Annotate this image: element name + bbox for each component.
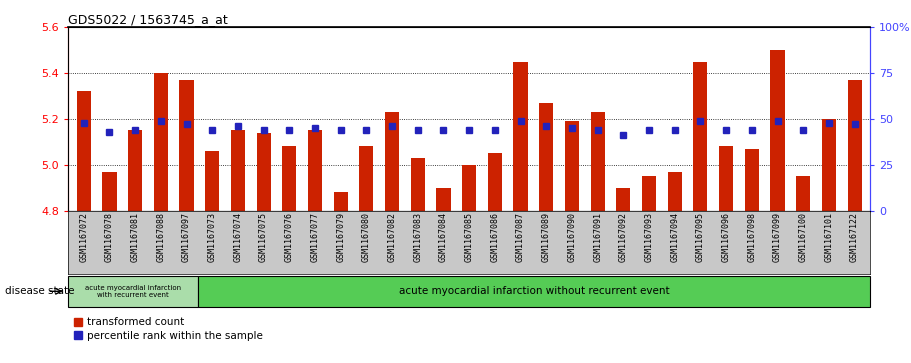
Text: GSM1167082: GSM1167082 [387,212,396,262]
Bar [590,112,605,211]
Text: GSM1167080: GSM1167080 [362,212,371,262]
Bar [847,80,862,211]
Text: GSM1167084: GSM1167084 [439,212,448,262]
Text: GSM1167096: GSM1167096 [722,212,731,262]
Text: GSM1167092: GSM1167092 [619,212,628,262]
Bar [411,158,425,211]
Legend: transformed count, percentile rank within the sample: transformed count, percentile rank withi… [74,317,263,340]
Text: GSM1167100: GSM1167100 [799,212,808,262]
Bar [154,73,168,211]
Bar [333,192,348,211]
Bar [719,146,733,211]
Bar [257,132,271,211]
Bar [198,276,870,307]
Bar [771,50,784,211]
Text: GSM1167101: GSM1167101 [824,212,834,262]
Bar [462,165,476,211]
Text: GSM1167083: GSM1167083 [414,212,423,262]
Bar [128,130,142,211]
Text: GSM1167089: GSM1167089 [542,212,551,262]
Text: GSM1167072: GSM1167072 [79,212,88,262]
Text: GSM1167122: GSM1167122 [850,212,859,262]
Text: acute myocardial infarction without recurrent event: acute myocardial infarction without recu… [398,286,669,296]
Bar [745,149,759,211]
Text: GSM1167081: GSM1167081 [130,212,139,262]
Text: GSM1167091: GSM1167091 [593,212,602,262]
Text: GSM1167088: GSM1167088 [157,212,165,262]
Text: GSM1167073: GSM1167073 [208,212,217,262]
Bar [616,188,630,211]
Text: disease state: disease state [5,286,74,296]
Bar [565,121,579,211]
Text: acute myocardial infarction
with recurrent event: acute myocardial infarction with recurre… [85,285,181,298]
Bar [693,62,708,211]
Text: GSM1167075: GSM1167075 [259,212,268,262]
Bar [822,119,836,211]
Bar [282,146,296,211]
Bar [514,62,527,211]
Bar [487,153,502,211]
Bar [102,172,117,211]
Text: GSM1167098: GSM1167098 [747,212,756,262]
Text: GSM1167077: GSM1167077 [311,212,320,262]
Text: GSM1167078: GSM1167078 [105,212,114,262]
Bar [68,276,198,307]
Text: GSM1167094: GSM1167094 [670,212,680,262]
Bar [308,130,322,211]
Text: GSM1167074: GSM1167074 [233,212,242,262]
Text: GSM1167086: GSM1167086 [490,212,499,262]
Text: GSM1167085: GSM1167085 [465,212,474,262]
Bar [359,146,374,211]
Bar [436,188,451,211]
Bar [179,80,194,211]
Text: GDS5022 / 1563745_a_at: GDS5022 / 1563745_a_at [68,13,228,26]
Text: GSM1167099: GSM1167099 [773,212,782,262]
Text: GSM1167076: GSM1167076 [285,212,294,262]
Bar [77,91,91,211]
Text: GSM1167097: GSM1167097 [182,212,191,262]
Bar [230,130,245,211]
Text: GSM1167090: GSM1167090 [568,212,577,262]
Text: GSM1167095: GSM1167095 [696,212,705,262]
Bar [796,176,810,211]
Text: GSM1167087: GSM1167087 [516,212,525,262]
Bar [539,103,553,211]
Text: GSM1167079: GSM1167079 [336,212,345,262]
Bar [642,176,656,211]
Text: GSM1167093: GSM1167093 [644,212,653,262]
Bar [668,172,681,211]
Bar [385,112,399,211]
Bar [205,151,220,211]
